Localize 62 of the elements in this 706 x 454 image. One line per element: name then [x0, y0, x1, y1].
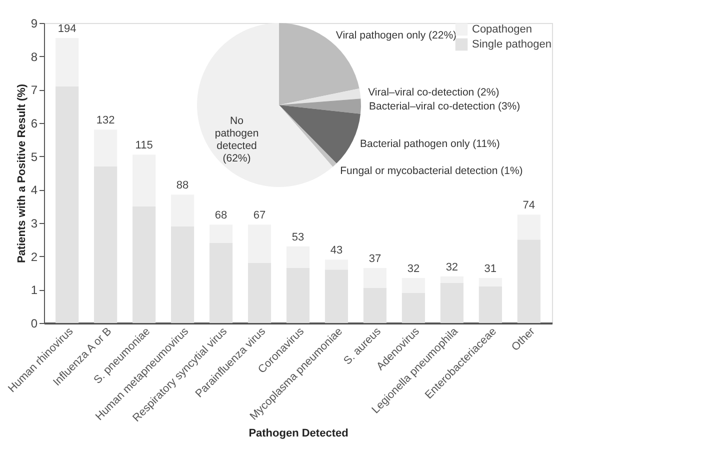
annotation: 74: [522, 200, 536, 212]
bar: [324, 260, 348, 270]
y-tick-label: 4: [30, 183, 38, 198]
annotation: 43: [330, 244, 343, 257]
bar: [209, 243, 233, 323]
y-tick-label: 0: [30, 316, 38, 330]
y-tick-label: 5: [30, 150, 38, 164]
pie-slice: [279, 98, 361, 114]
bar: [94, 130, 118, 166]
bar: [478, 278, 502, 286]
bar: [56, 86, 79, 323]
bar: [209, 224, 233, 243]
bar: [363, 268, 387, 288]
y-axis-title: Patients with a Positive Result (%): [16, 84, 28, 264]
bar: [171, 194, 194, 226]
pie-slice: [279, 105, 361, 164]
pie-slice: [279, 23, 360, 105]
bar: [324, 270, 348, 323]
slice-label: Bacterial pathogen only (11%): [360, 138, 500, 150]
annotation: 67: [253, 210, 266, 222]
slice-label: Viral–viral co-detection (2%): [368, 86, 500, 98]
slice-label: Viral pathogen only (22%): [336, 29, 457, 42]
slice-label: Bacterial–viral co-detection (3%): [368, 100, 520, 112]
bar: [517, 214, 540, 240]
y-tick-label: 9: [30, 16, 38, 30]
bar: [363, 288, 387, 323]
annotation: 53: [292, 231, 304, 244]
y-tick-label: 1: [30, 283, 38, 298]
y-tick-label: 8: [30, 50, 38, 64]
annotation: 32: [446, 261, 458, 274]
annotation: 68: [214, 210, 228, 222]
y-tick-label: 6: [30, 116, 38, 130]
bar: [402, 278, 425, 293]
slice-label: Fungal or mycobacterial detection (1%): [340, 165, 523, 178]
annotation: 115: [135, 140, 153, 152]
bar: [132, 206, 156, 323]
y-tick-label: 3: [30, 216, 38, 230]
bar: [440, 276, 464, 283]
annotation: 37: [368, 253, 382, 265]
bar: [286, 268, 310, 323]
bar: [94, 166, 118, 323]
bar: [286, 246, 310, 268]
bar: [402, 293, 425, 323]
bar: [171, 226, 194, 323]
x-axis-title: Pathogen Detected: [248, 428, 348, 440]
bar: [478, 286, 502, 323]
annotation: 88: [176, 180, 189, 192]
slice-label: No pathogen detected (62%): [214, 114, 259, 164]
y-tick-label: 2: [30, 250, 38, 264]
annotation: 31: [484, 263, 497, 275]
bar: [517, 240, 540, 323]
bar: [132, 154, 156, 206]
annotation: 132: [96, 114, 115, 127]
annotation: 194: [58, 23, 76, 35]
legend-label: Single pathogen: [472, 38, 552, 50]
y-tick-label: 7: [30, 83, 38, 98]
legend-label: Copathogen: [472, 24, 532, 36]
bar: [248, 224, 272, 263]
annotation: 32: [407, 263, 420, 275]
bar: [248, 263, 272, 323]
bar: [56, 38, 79, 86]
bar: [440, 283, 464, 323]
